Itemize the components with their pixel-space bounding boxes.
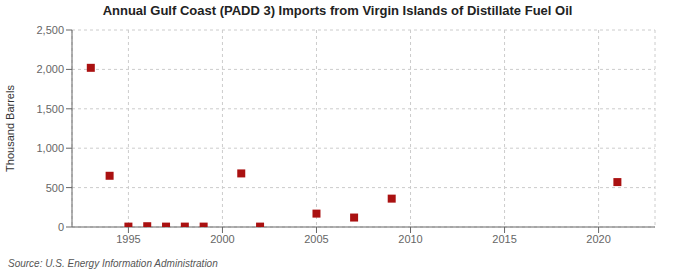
svg-text:2000: 2000 [210,233,234,245]
svg-text:2015: 2015 [492,233,516,245]
svg-text:500: 500 [46,182,64,194]
svg-text:2005: 2005 [304,233,328,245]
svg-text:2010: 2010 [398,233,422,245]
svg-text:0: 0 [58,221,64,233]
svg-text:1,000: 1,000 [36,142,64,154]
svg-text:2,000: 2,000 [36,63,64,75]
svg-text:1995: 1995 [116,233,140,245]
svg-text:2,500: 2,500 [36,24,64,36]
html-text:Source: U.S. Energy Informatio: Source: U.S. Energy Information Administ… [8,258,218,269]
svg-text:Thousand Barrels: Thousand Barrels [8,85,16,172]
svg-text:1,500: 1,500 [36,103,64,115]
svg-text:2020: 2020 [586,233,610,245]
html-text:Annual Gulf Coast (PADD 3) Imp: Annual Gulf Coast (PADD 3) Imports from … [102,3,573,18]
